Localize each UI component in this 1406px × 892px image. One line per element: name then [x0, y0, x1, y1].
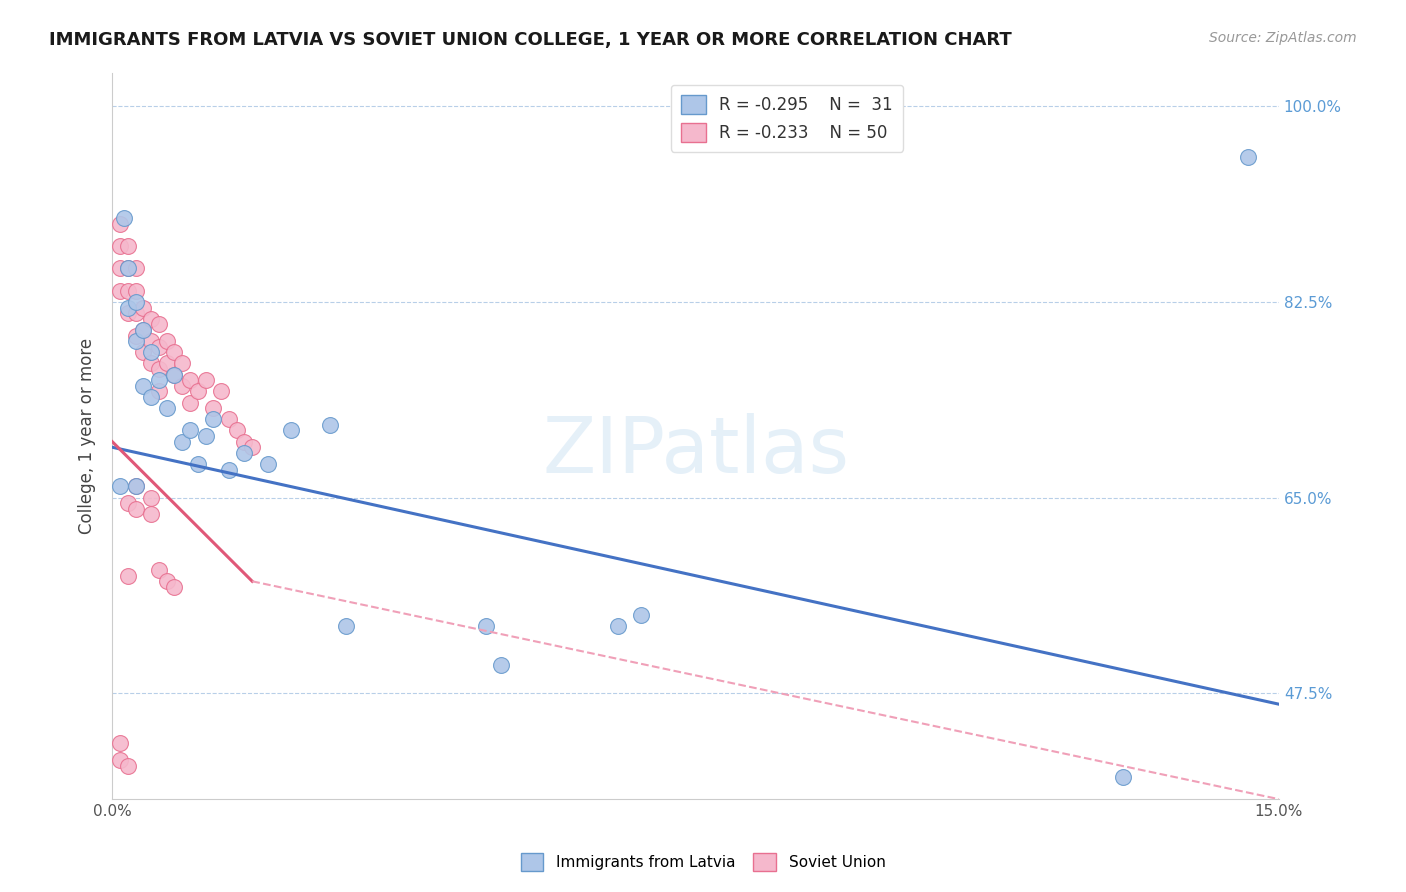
Point — [139, 390, 162, 404]
Point — [139, 356, 162, 370]
Point — [156, 334, 179, 348]
Point — [108, 479, 131, 493]
Point — [124, 261, 146, 276]
Point — [1112, 770, 1135, 784]
Point — [139, 311, 162, 326]
Point — [163, 580, 186, 594]
Point — [132, 379, 155, 393]
Point — [172, 379, 194, 393]
Point — [117, 306, 139, 320]
Point — [108, 239, 131, 253]
Point — [240, 440, 263, 454]
Point — [163, 368, 186, 382]
Point — [132, 345, 155, 359]
Point — [108, 736, 131, 750]
Point — [163, 345, 186, 359]
Point — [124, 284, 146, 298]
Point — [218, 462, 240, 476]
Point — [124, 334, 146, 348]
Point — [209, 384, 232, 399]
Y-axis label: College, 1 year or more: College, 1 year or more — [79, 338, 96, 534]
Point — [148, 340, 170, 354]
Point — [148, 373, 170, 387]
Point — [132, 301, 155, 315]
Point — [139, 491, 162, 505]
Point — [108, 261, 131, 276]
Point — [139, 345, 162, 359]
Point — [179, 395, 201, 409]
Point — [474, 619, 496, 633]
Point — [630, 607, 652, 622]
Text: Source: ZipAtlas.com: Source: ZipAtlas.com — [1209, 31, 1357, 45]
Point — [117, 284, 139, 298]
Point — [117, 758, 139, 772]
Point — [187, 457, 209, 471]
Point — [117, 239, 139, 253]
Point — [124, 479, 146, 493]
Point — [132, 323, 155, 337]
Point — [172, 434, 194, 449]
Point — [132, 323, 155, 337]
Legend: Immigrants from Latvia, Soviet Union: Immigrants from Latvia, Soviet Union — [515, 847, 891, 877]
Point — [218, 412, 240, 426]
Point — [489, 658, 512, 673]
Point — [335, 619, 357, 633]
Point — [163, 368, 186, 382]
Point — [179, 424, 201, 438]
Point — [202, 401, 225, 416]
Point — [139, 508, 162, 522]
Point — [124, 501, 146, 516]
Point — [156, 401, 179, 416]
Point — [108, 753, 131, 767]
Point — [225, 424, 247, 438]
Point — [148, 384, 170, 399]
Point — [112, 211, 135, 226]
Point — [187, 384, 209, 399]
Point — [156, 356, 179, 370]
Point — [124, 306, 146, 320]
Point — [319, 417, 342, 432]
Point — [117, 301, 139, 315]
Text: IMMIGRANTS FROM LATVIA VS SOVIET UNION COLLEGE, 1 YEAR OR MORE CORRELATION CHART: IMMIGRANTS FROM LATVIA VS SOVIET UNION C… — [49, 31, 1012, 49]
Point — [280, 424, 302, 438]
Point — [233, 446, 256, 460]
Point — [156, 574, 179, 589]
Point — [139, 334, 162, 348]
Point — [1236, 150, 1258, 164]
Point — [179, 373, 201, 387]
Point — [117, 496, 139, 510]
Point — [202, 412, 225, 426]
Point — [124, 328, 146, 343]
Point — [117, 261, 139, 276]
Point — [117, 261, 139, 276]
Point — [148, 318, 170, 332]
Point — [108, 284, 131, 298]
Point — [108, 217, 131, 231]
Point — [233, 434, 256, 449]
Point — [172, 356, 194, 370]
Point — [124, 295, 146, 310]
Point — [194, 373, 217, 387]
Point — [194, 429, 217, 443]
Point — [148, 362, 170, 376]
Point — [256, 457, 278, 471]
Point — [117, 568, 139, 582]
Point — [148, 563, 170, 577]
Text: ZIPatlas: ZIPatlas — [543, 413, 849, 489]
Legend: R = -0.295    N =  31, R = -0.233    N = 50: R = -0.295 N = 31, R = -0.233 N = 50 — [671, 85, 903, 152]
Point — [124, 479, 146, 493]
Point — [606, 619, 628, 633]
